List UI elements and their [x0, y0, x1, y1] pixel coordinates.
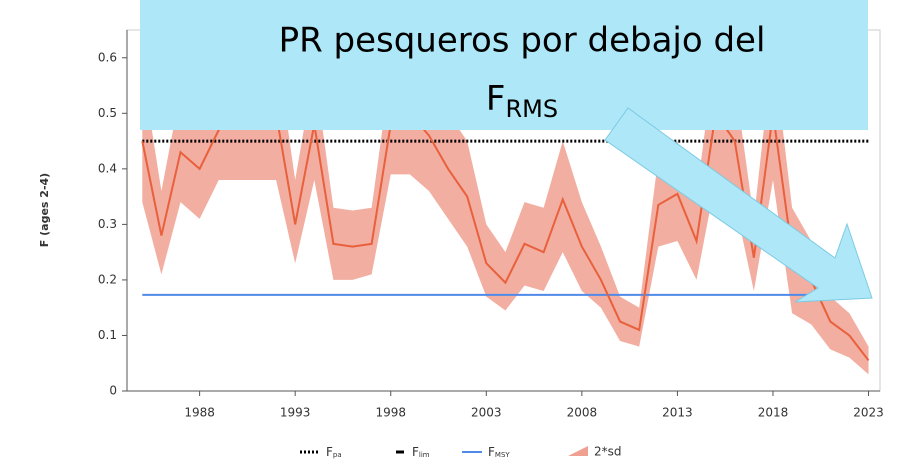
y-tick-label: 0 — [109, 384, 117, 398]
y-tick-label: 0.3 — [98, 217, 117, 231]
callout-text: PR pesqueros por debajo del — [279, 21, 766, 61]
x-tick-label: 1998 — [375, 406, 406, 420]
legend-label: 2*sd — [594, 445, 622, 459]
y-axis-label: F (ages 2-4) — [38, 173, 51, 247]
y-tick-label: 0.6 — [98, 50, 117, 64]
x-tick-label: 1993 — [280, 406, 311, 420]
y-tick-label: 0.5 — [98, 106, 117, 120]
x-tick-label: 2008 — [567, 406, 598, 420]
legend-symbol: F — [488, 445, 495, 459]
x-tick-label: 2003 — [471, 406, 502, 420]
legend-swatch — [568, 446, 588, 456]
legend-label: FMSY — [488, 445, 510, 460]
legend-label: Flim — [412, 445, 430, 460]
x-tick-label: 2018 — [758, 406, 789, 420]
legend-subscript: pa — [333, 451, 342, 459]
x-tick-label: 1988 — [184, 406, 215, 420]
x-tick-label: 2023 — [853, 406, 884, 420]
legend-subscript: lim — [419, 451, 430, 459]
legend-symbol: F — [326, 445, 333, 459]
callout-arrow — [604, 107, 873, 303]
callout-box — [140, 0, 868, 130]
x-tick-label: 2013 — [662, 406, 693, 420]
y-tick-label: 0.4 — [98, 161, 117, 175]
y-tick-label: 0.2 — [98, 272, 117, 286]
callout-symbol: FRMS — [486, 79, 558, 124]
legend-symbol: F — [412, 445, 419, 459]
legend-label: Fpa — [326, 445, 342, 460]
legend-subscript: MSY — [495, 451, 510, 459]
y-tick-label: 0.1 — [98, 328, 117, 342]
